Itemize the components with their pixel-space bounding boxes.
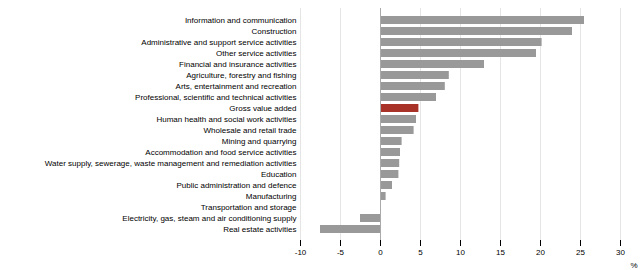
svg-text:Administrative and support ser: Administrative and support service activ…: [141, 38, 296, 47]
svg-text:Accommodation and food service: Accommodation and food service activitie…: [145, 148, 296, 157]
svg-text:Public administration and defe: Public administration and defence: [176, 181, 297, 190]
svg-text:Real estate activities: Real estate activities: [223, 225, 296, 234]
svg-text:Transportation and storage: Transportation and storage: [201, 203, 297, 212]
svg-text:Information and communication: Information and communication: [185, 16, 297, 25]
svg-text:-5: -5: [337, 248, 345, 257]
svg-text:20: 20: [536, 248, 545, 257]
svg-text:Water supply, sewerage, waste: Water supply, sewerage, waste management…: [45, 159, 297, 168]
svg-text:0: 0: [378, 248, 383, 257]
svg-text:Manufacturing: Manufacturing: [246, 192, 297, 201]
svg-text:10: 10: [456, 248, 465, 257]
svg-text:Construction: Construction: [252, 27, 297, 36]
svg-text:Agriculture, forestry and fish: Agriculture, forestry and fishing: [186, 71, 296, 80]
svg-text:Other service activities: Other service activities: [216, 49, 296, 58]
svg-text:5: 5: [418, 248, 423, 257]
svg-text:Arts, entertainment and recrea: Arts, entertainment and recreation: [176, 82, 297, 91]
svg-text:Education: Education: [261, 170, 297, 179]
svg-text:Gross value added: Gross value added: [229, 104, 296, 113]
svg-text:%: %: [630, 261, 637, 270]
svg-text:Mining and quarrying: Mining and quarrying: [222, 137, 297, 146]
svg-text:30: 30: [616, 248, 625, 257]
svg-text:Professional, scientific and t: Professional, scientific and technical a…: [135, 93, 296, 102]
svg-text:Human health and social work a: Human health and social work activities: [156, 115, 296, 124]
svg-text:Wholesale and retail trade: Wholesale and retail trade: [204, 126, 297, 135]
svg-text:15: 15: [496, 248, 505, 257]
svg-text:-10: -10: [295, 248, 307, 257]
svg-text:Financial and insurance activi: Financial and insurance activities: [179, 60, 296, 69]
svg-text:Electricity, gas, steam and ai: Electricity, gas, steam and air conditio…: [122, 214, 296, 223]
svg-text:25: 25: [576, 248, 585, 257]
